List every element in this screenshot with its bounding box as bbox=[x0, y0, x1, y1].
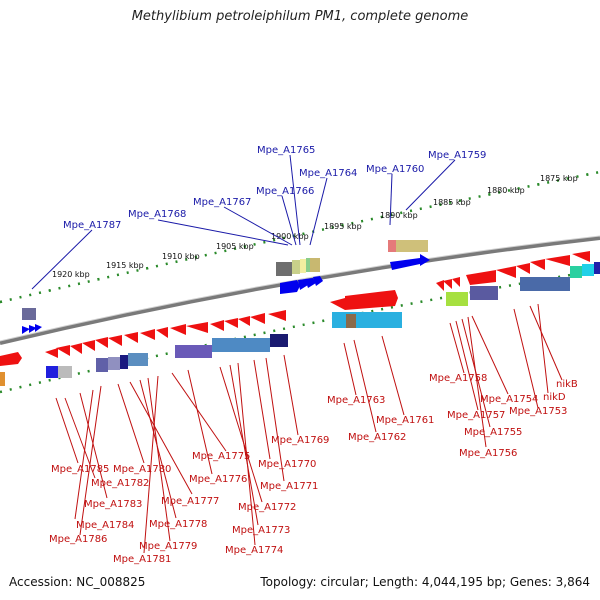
kbp-label: 1910 kbp bbox=[162, 252, 200, 261]
gene-label: Mpe_A1763 bbox=[327, 395, 385, 406]
kbp-label: 1905 kbp bbox=[216, 242, 254, 251]
gene-label: Mpe_A1758 bbox=[429, 373, 487, 384]
gene-label: nikB bbox=[556, 379, 578, 390]
gene-label: Mpe_A1785 bbox=[51, 464, 109, 475]
gene-label: Mpe_A1756 bbox=[459, 448, 517, 459]
forward-features bbox=[22, 240, 428, 320]
gene-label: Mpe_A1757 bbox=[447, 410, 505, 421]
map-title: Methylibium petroleiphilum PM1, complete… bbox=[131, 9, 469, 24]
reverse-genes bbox=[0, 251, 590, 366]
gene-label: Mpe_A1761 bbox=[376, 415, 434, 426]
gene-label: Mpe_A1760 bbox=[366, 164, 424, 175]
bottom-leader-lines bbox=[55, 303, 563, 554]
kbp-label: 1920 kbp bbox=[52, 270, 90, 279]
gene-label: nikD bbox=[543, 392, 566, 403]
top-leader-lines bbox=[31, 154, 456, 290]
kbp-label: 1880 kbp bbox=[487, 186, 525, 195]
kbp-label: 1885 kbp bbox=[433, 198, 471, 207]
kbp-label: 1900 kbp bbox=[271, 232, 309, 241]
gene-label: Mpe_A1781 bbox=[113, 554, 171, 565]
gene-label: Mpe_A1776 bbox=[189, 474, 247, 485]
gene-label: Mpe_A1755 bbox=[464, 427, 522, 438]
gene-label: Mpe_A1759 bbox=[428, 150, 486, 161]
gene-label: Mpe_A1773 bbox=[232, 525, 290, 536]
topology-text: Topology: circular; Length: 4,044,195 bp… bbox=[260, 575, 590, 589]
bottom-gene-labels: Mpe_A1785 Mpe_A1782 Mpe_A1783 Mpe_A1784 … bbox=[49, 373, 578, 565]
forward-genes bbox=[22, 254, 430, 334]
gene-label: Mpe_A1771 bbox=[260, 481, 318, 492]
gene-label: Mpe_A1775 bbox=[192, 451, 250, 462]
genome-backbone-highlight bbox=[0, 235, 600, 342]
gene-label: Mpe_A1774 bbox=[225, 545, 283, 556]
kbp-label: 1915 kbp bbox=[106, 261, 144, 270]
gene-label: Mpe_A1784 bbox=[76, 520, 134, 531]
gene-label: Mpe_A1787 bbox=[63, 220, 121, 231]
gene-label: Mpe_A1768 bbox=[128, 209, 186, 220]
gene-label: Mpe_A1753 bbox=[509, 406, 567, 417]
gene-label: Mpe_A1786 bbox=[49, 534, 107, 545]
gene-label: Mpe_A1764 bbox=[299, 168, 357, 179]
gene-label: Mpe_A1767 bbox=[193, 197, 251, 208]
reverse-features bbox=[0, 262, 600, 386]
genome-backbone bbox=[0, 236, 600, 345]
gene-label: Mpe_A1782 bbox=[91, 478, 149, 489]
gene-label: Mpe_A1772 bbox=[238, 502, 296, 513]
gene-label: Mpe_A1765 bbox=[257, 145, 315, 156]
gene-label: Mpe_A1778 bbox=[149, 519, 207, 530]
kbp-labels: 1920 kbp 1915 kbp 1910 kbp 1905 kbp 1900… bbox=[52, 174, 578, 279]
kbp-label: 1895 kbp bbox=[324, 222, 362, 231]
gene-label: Mpe_A1779 bbox=[139, 541, 197, 552]
gene-label: Mpe_A1780 bbox=[113, 464, 171, 475]
kbp-label: 1875 kbp bbox=[540, 174, 578, 183]
gene-label: Mpe_A1754 bbox=[480, 394, 538, 405]
gene-label: Mpe_A1770 bbox=[258, 459, 316, 470]
gene-label: Mpe_A1766 bbox=[256, 186, 314, 197]
kbp-label: 1890 kbp bbox=[380, 211, 418, 220]
gene-label: Mpe_A1777 bbox=[161, 496, 219, 507]
gene-label: Mpe_A1769 bbox=[271, 435, 329, 446]
gene-label: Mpe_A1783 bbox=[84, 499, 142, 510]
top-gene-labels: Mpe_A1787 Mpe_A1768 Mpe_A1767 Mpe_A1766 … bbox=[63, 145, 486, 231]
gene-label: Mpe_A1762 bbox=[348, 432, 406, 443]
accession-text: Accession: NC_008825 bbox=[9, 575, 146, 589]
